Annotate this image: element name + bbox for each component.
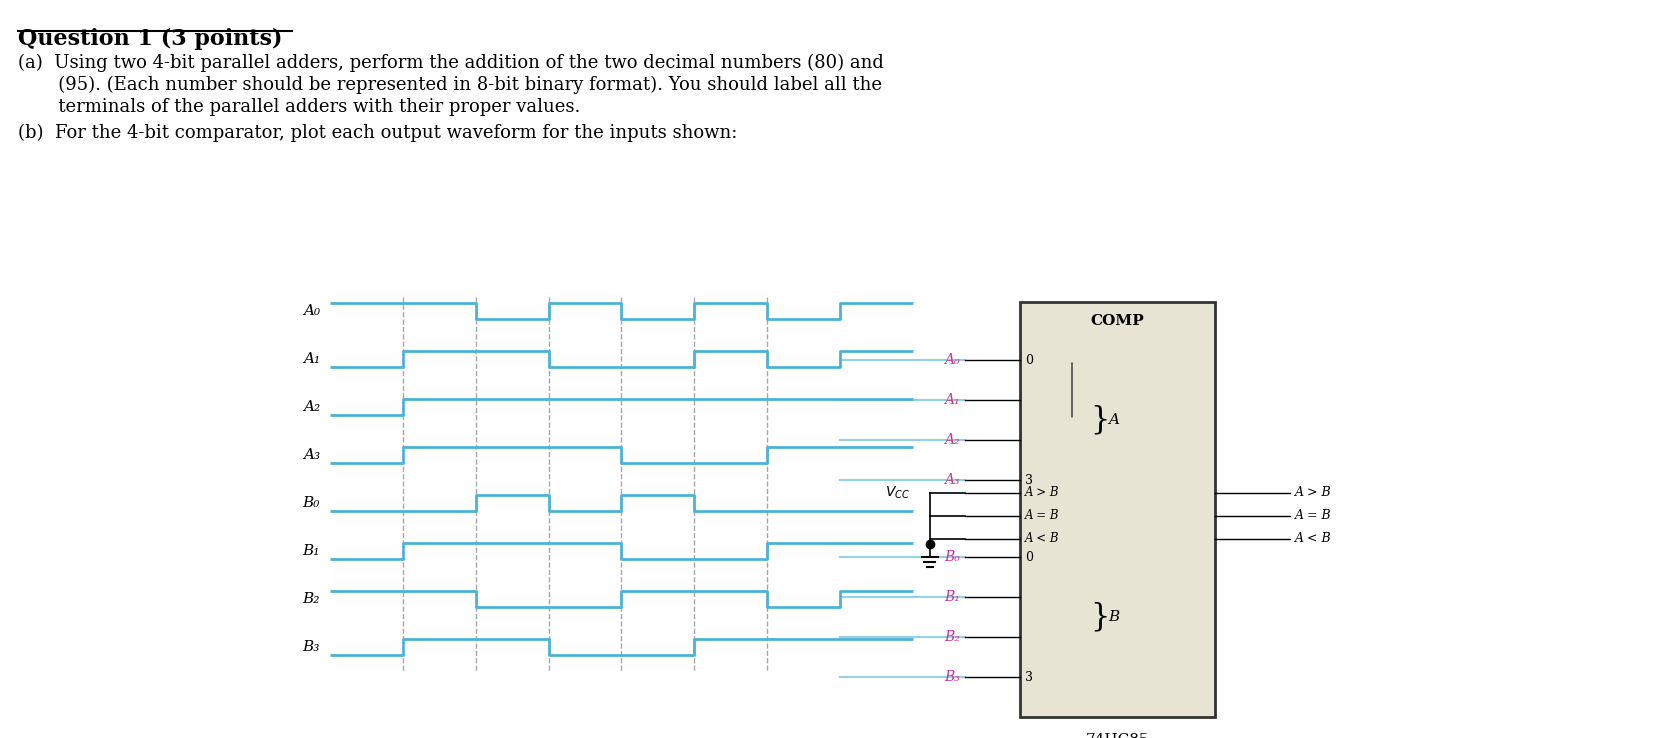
Text: (a)  Using two 4-bit parallel adders, perform the addition of the two decimal nu: (a) Using two 4-bit parallel adders, per…: [18, 54, 883, 72]
Text: B₂: B₂: [944, 630, 959, 644]
Text: A = B: A = B: [1295, 509, 1330, 523]
Text: Question 1 (3 points): Question 1 (3 points): [18, 28, 283, 50]
Text: A₃: A₃: [944, 473, 959, 487]
Text: A = B: A = B: [1024, 509, 1059, 523]
Text: B₃: B₃: [944, 670, 959, 684]
Text: B₀: B₀: [944, 551, 959, 565]
Text: }: }: [1089, 601, 1109, 632]
Text: A₂: A₂: [303, 400, 320, 414]
FancyBboxPatch shape: [1019, 302, 1215, 717]
Text: 0: 0: [1024, 551, 1032, 564]
Text: 3: 3: [1024, 671, 1032, 683]
Text: A₂: A₂: [944, 433, 959, 447]
Text: B₁: B₁: [303, 544, 320, 558]
Text: 74HC85: 74HC85: [1086, 733, 1149, 738]
Text: B₂: B₂: [303, 592, 320, 606]
Text: A < B: A < B: [1024, 532, 1059, 545]
Text: $V_{CC}$: $V_{CC}$: [885, 485, 910, 501]
Text: A > B: A > B: [1024, 486, 1059, 499]
Text: }: }: [1089, 404, 1109, 435]
Text: A₁: A₁: [944, 393, 959, 407]
Text: 3: 3: [1024, 474, 1032, 486]
Text: A < B: A < B: [1295, 532, 1330, 545]
Text: 0: 0: [1024, 354, 1032, 367]
Text: A₀: A₀: [303, 304, 320, 318]
Text: (95). (Each number should be represented in 8-bit binary format). You should lab: (95). (Each number should be represented…: [18, 76, 882, 94]
Text: COMP: COMP: [1091, 314, 1144, 328]
Text: A₃: A₃: [303, 448, 320, 462]
Text: terminals of the parallel adders with their proper values.: terminals of the parallel adders with th…: [18, 98, 581, 116]
Text: A₀: A₀: [944, 353, 959, 367]
Text: B₁: B₁: [944, 590, 959, 604]
Text: A₁: A₁: [303, 352, 320, 366]
Text: B₃: B₃: [303, 640, 320, 654]
Text: A > B: A > B: [1295, 486, 1330, 499]
Text: B₀: B₀: [303, 496, 320, 510]
Text: B: B: [1108, 610, 1119, 624]
Text: (b)  For the 4-bit comparator, plot each output waveform for the inputs shown:: (b) For the 4-bit comparator, plot each …: [18, 124, 736, 142]
Text: A: A: [1108, 413, 1118, 427]
